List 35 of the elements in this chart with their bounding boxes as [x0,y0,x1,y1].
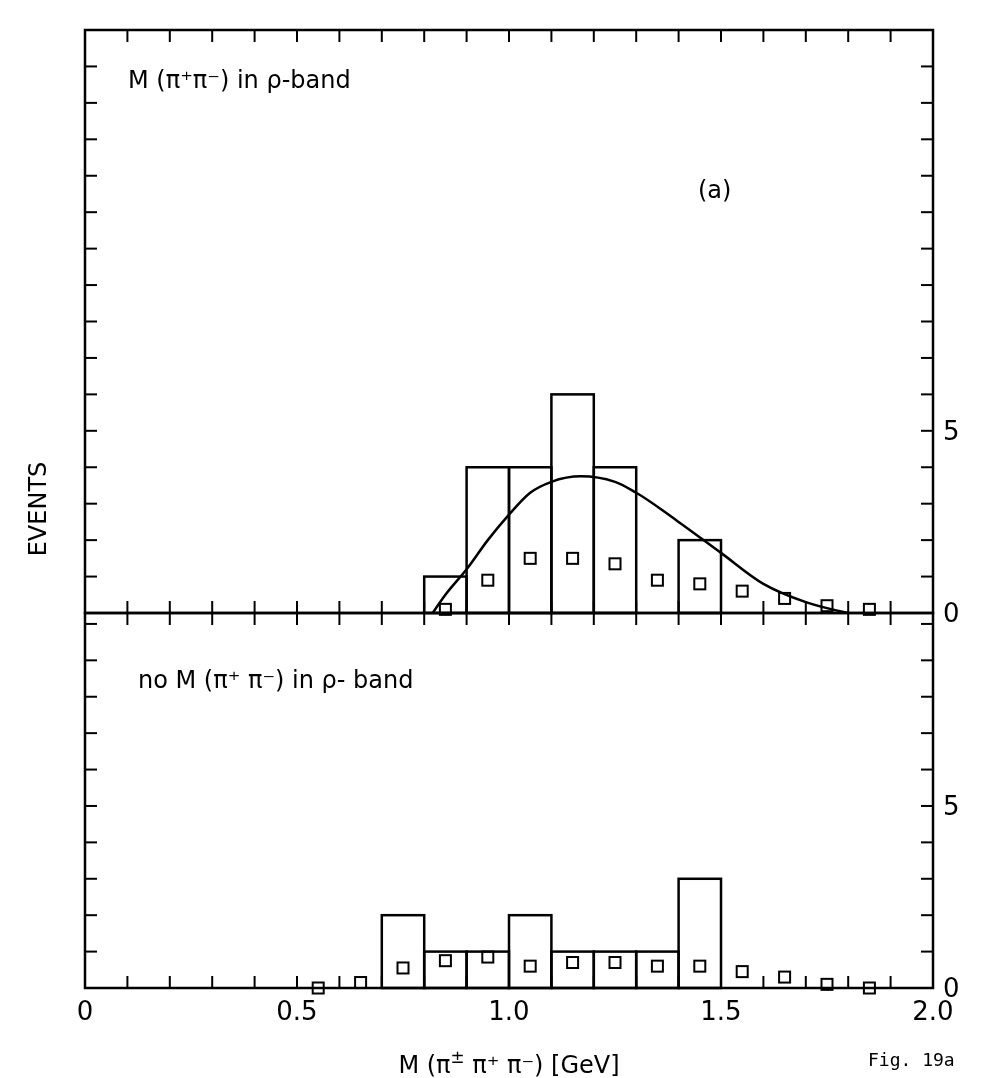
point [481,950,495,964]
point [820,977,834,991]
point [735,584,749,598]
point [778,970,792,984]
point [311,981,325,995]
point [523,959,537,973]
point [438,602,452,616]
point [862,602,876,616]
point [862,981,876,995]
y-tick-label: 5 [943,791,960,822]
point [566,551,580,565]
point [354,976,368,990]
point [820,599,834,613]
point [778,591,792,605]
x-tick-label: 1.5 [700,996,742,1026]
y-tick-label: 0 [943,598,960,629]
annotation: (a) [698,176,732,204]
x-tick-label: 1.0 [488,996,530,1026]
caption: Fig. 19a [868,1049,955,1070]
y-tick-label: 5 [943,415,960,446]
point [396,961,410,975]
point [693,577,707,591]
x-axis-title: M (π$^{±}$ π⁺ π⁻) [GeV] [398,1047,620,1078]
annotation: no M (π⁺ π⁻) in ρ- band [138,666,414,694]
point [438,954,452,968]
x-tick-label: 0.5 [276,996,318,1026]
annotation: M (π⁺π⁻) in ρ-band [128,66,351,94]
point [608,557,622,571]
y-axis-title: EVENTS [24,461,52,557]
point [481,573,495,587]
point [523,551,537,565]
x-tick-label: 0 [76,996,94,1026]
point [650,573,664,587]
point [693,959,707,973]
point [735,965,749,979]
